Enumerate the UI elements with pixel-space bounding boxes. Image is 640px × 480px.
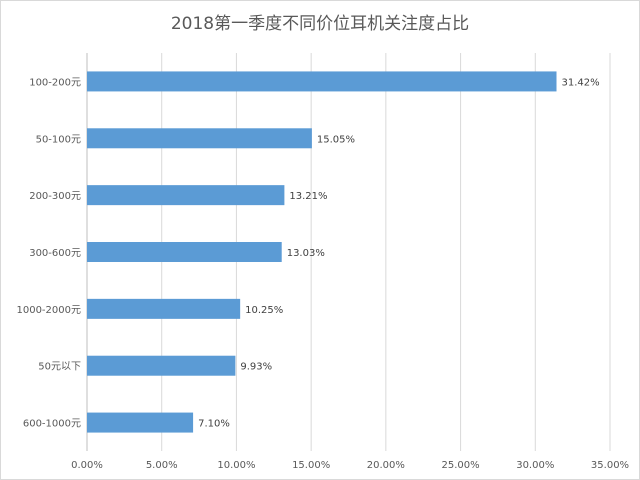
data-label: 7.10%: [198, 419, 230, 430]
x-tick-label: 5.00%: [146, 460, 178, 471]
x-tick-label: 20.00%: [367, 460, 405, 471]
bar: [87, 412, 194, 433]
category-label: 200-300元: [29, 191, 81, 202]
data-label: 10.25%: [245, 305, 283, 316]
bar: [87, 185, 285, 206]
category-label: 600-1000元: [23, 419, 81, 430]
data-label: 9.93%: [240, 362, 272, 373]
bar: [87, 355, 236, 376]
bar: [87, 71, 557, 92]
x-tick-label: 15.00%: [292, 460, 330, 471]
bar: [87, 298, 241, 319]
data-label: 15.05%: [317, 134, 355, 145]
bar: [87, 128, 312, 149]
category-label: 50-100元: [36, 134, 81, 145]
x-tick-label: 0.00%: [71, 460, 103, 471]
x-tick-label: 30.00%: [516, 460, 554, 471]
x-tick-label: 10.00%: [217, 460, 255, 471]
category-label: 50元以下: [38, 362, 81, 373]
category-label: 1000-2000元: [16, 305, 81, 316]
x-tick-label: 35.00%: [591, 460, 629, 471]
data-label: 31.42%: [562, 77, 600, 88]
data-label: 13.03%: [287, 248, 325, 259]
category-label: 300-600元: [29, 248, 81, 259]
chart-title: 2018第一季度不同价位耳机关注度占比: [170, 14, 470, 34]
bar: [87, 242, 282, 262]
data-label: 13.21%: [289, 191, 327, 202]
category-label: 100-200元: [29, 77, 81, 88]
x-tick-label: 25.00%: [442, 460, 480, 471]
